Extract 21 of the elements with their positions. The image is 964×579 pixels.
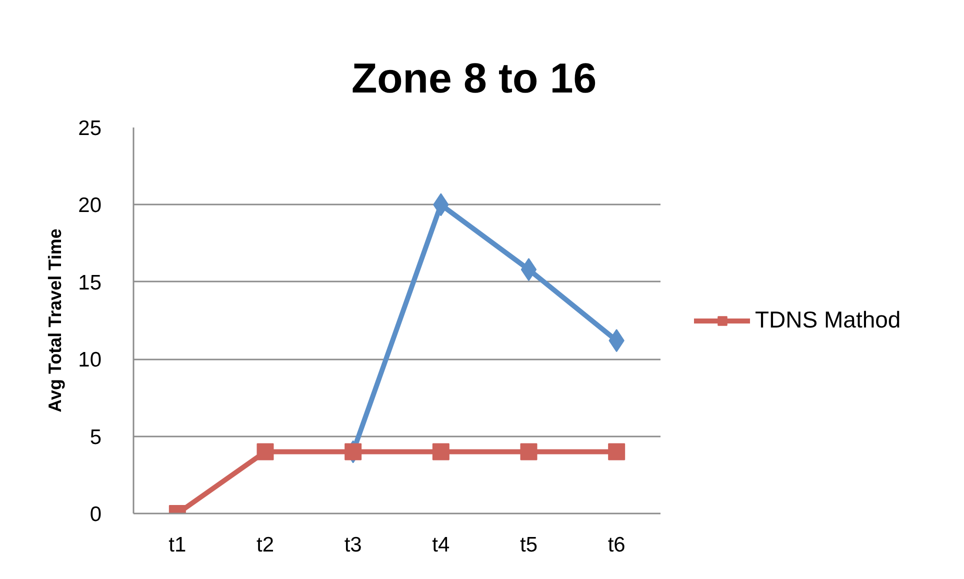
x-tick-label: t6 (608, 534, 626, 556)
y-tick-label: 10 (78, 348, 102, 372)
y-axis-title: Avg Total Travel Time (45, 228, 66, 412)
x-tick-label: t4 (432, 534, 450, 556)
point (432, 443, 450, 460)
y-tick-label: 5 (90, 426, 102, 449)
legend-label: TDNS Mathod (755, 306, 901, 334)
y-tick-label: 0 (90, 503, 102, 526)
point (520, 443, 538, 460)
chart-title: Zone 8 to 16 (352, 54, 597, 102)
y-tick-label: 25 (78, 117, 102, 140)
x-tick-label: t3 (344, 534, 362, 556)
x-tick-label: t5 (520, 534, 538, 556)
point (256, 443, 274, 460)
point (344, 443, 362, 460)
y-tick-label: 15 (78, 271, 102, 294)
x-tick-label: t1 (168, 534, 186, 556)
point (608, 443, 626, 460)
x-tick-label: t2 (256, 534, 274, 556)
point (520, 258, 537, 282)
y-tick-label: 20 (78, 194, 102, 218)
